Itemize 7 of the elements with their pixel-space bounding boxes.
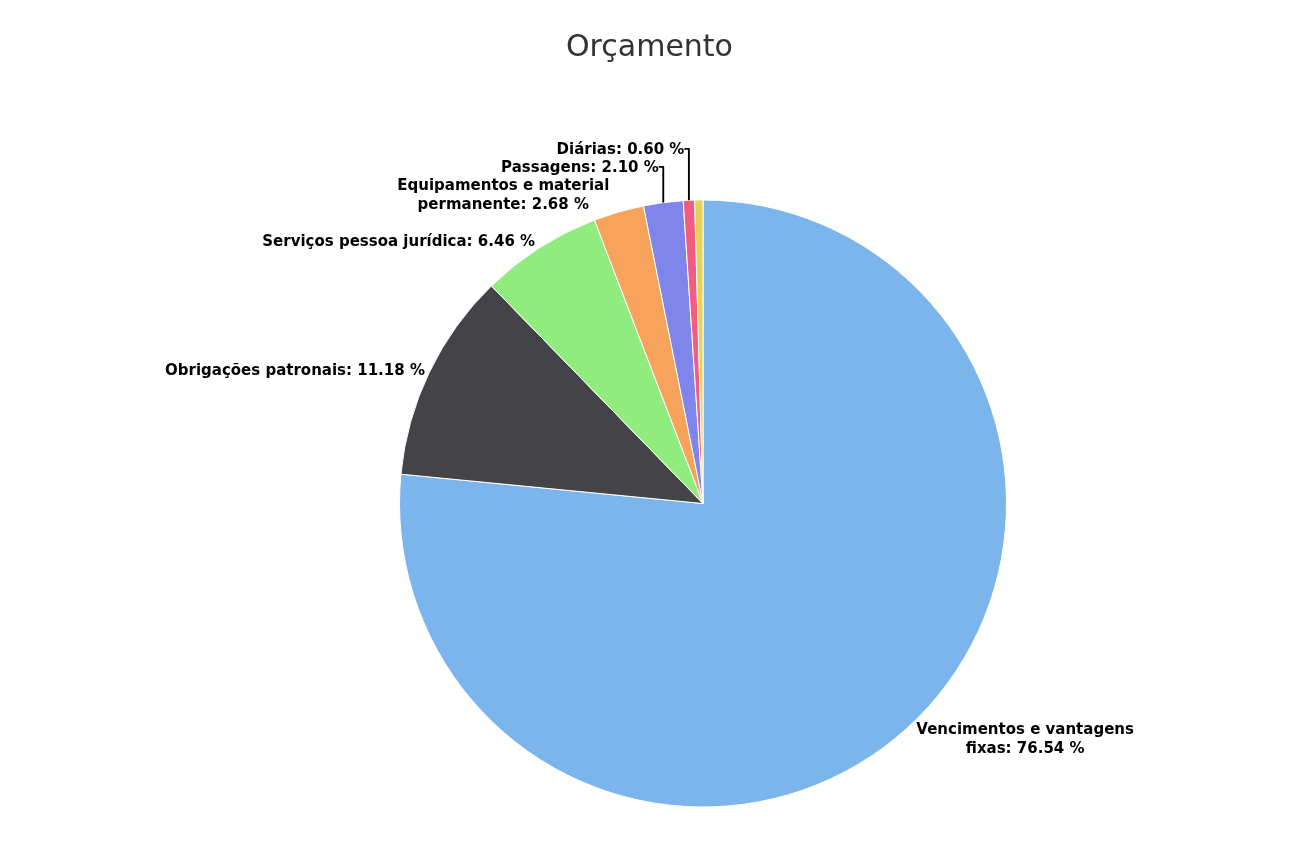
slice-label: Serviços pessoa jurídica: 6.46 % [262, 232, 536, 251]
slice-label: Vencimentos e vantagens fixas: 76.54 % [916, 719, 1134, 758]
slice-label: Equipamentos e material permanente: 2.68 % [397, 175, 610, 214]
slice-label: Passagens: 2.10 % [501, 157, 659, 176]
chart-title: Orçamento [566, 27, 733, 63]
slice-label: Diárias: 0.60 % [556, 139, 685, 158]
slice-label: Obrigações patronais: 11.18 % [165, 361, 425, 380]
